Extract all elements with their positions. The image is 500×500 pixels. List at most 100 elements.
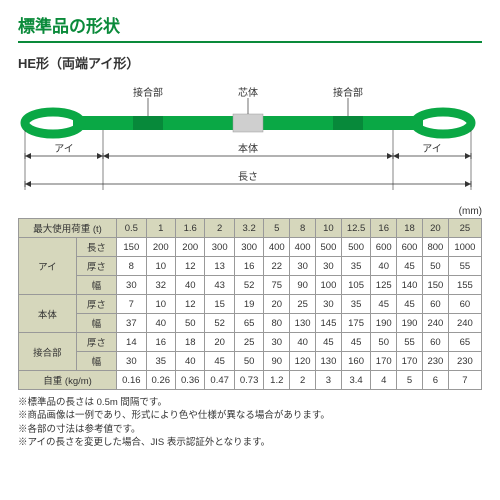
cell: 90 — [290, 276, 316, 295]
cell: 30 — [117, 352, 146, 371]
cell: 30 — [290, 257, 316, 276]
cell: 40 — [176, 276, 205, 295]
cell: 35 — [146, 352, 175, 371]
cell: 25 — [234, 333, 263, 352]
cell: 7 — [117, 295, 146, 314]
cell: 500 — [341, 238, 370, 257]
cell: 60 — [422, 295, 448, 314]
row-label: 幅 — [76, 276, 116, 295]
cell: 55 — [397, 333, 423, 352]
notes: ※標準品の長さは 0.5m 間隔です。※商品画像は一例であり、形式により色や仕様… — [18, 396, 482, 449]
cell: 30 — [117, 276, 146, 295]
page-title: 標準品の形状 — [18, 12, 482, 37]
svg-text:本体: 本体 — [238, 142, 258, 155]
cell: 50 — [371, 333, 397, 352]
cell: 230 — [448, 352, 481, 371]
cell: 45 — [397, 257, 423, 276]
row-group: アイ — [19, 238, 77, 295]
svg-text:芯体: 芯体 — [238, 86, 258, 99]
cell: 1000 — [448, 238, 481, 257]
cell: 52 — [234, 276, 263, 295]
row-label: 幅 — [76, 314, 116, 333]
cell: 43 — [205, 276, 234, 295]
cell: 0.36 — [176, 371, 205, 390]
cell: 150 — [422, 276, 448, 295]
cell: 40 — [176, 352, 205, 371]
cell: 45 — [205, 352, 234, 371]
col-header: 1 — [146, 219, 175, 238]
cell: 1.2 — [264, 371, 290, 390]
cell: 170 — [371, 352, 397, 371]
row-group: 接合部 — [19, 333, 77, 371]
cell: 19 — [234, 295, 263, 314]
cell: 600 — [371, 238, 397, 257]
col-header: 10 — [316, 219, 342, 238]
cell: 500 — [316, 238, 342, 257]
cell: 200 — [146, 238, 175, 257]
subtitle: HE形（両端アイ形） — [18, 53, 482, 72]
cell: 75 — [264, 276, 290, 295]
cell: 130 — [316, 352, 342, 371]
col-header: 25 — [448, 219, 481, 238]
cell: 0.73 — [234, 371, 263, 390]
cell: 3.4 — [341, 371, 370, 390]
cell: 7 — [448, 371, 481, 390]
cell: 190 — [371, 314, 397, 333]
svg-text:接合部: 接合部 — [133, 86, 163, 99]
cell: 240 — [422, 314, 448, 333]
cell: 22 — [264, 257, 290, 276]
spec-table: 最大使用荷重 (t)0.511.623.2581012.516182025 アイ… — [18, 218, 482, 390]
cell: 160 — [341, 352, 370, 371]
svg-text:接合部: 接合部 — [333, 86, 363, 99]
col-header: 3.2 — [234, 219, 263, 238]
cell: 120 — [290, 352, 316, 371]
cell: 5 — [397, 371, 423, 390]
cell: 20 — [264, 295, 290, 314]
col-header: 20 — [422, 219, 448, 238]
cell: 90 — [264, 352, 290, 371]
cell: 100 — [316, 276, 342, 295]
cell: 14 — [117, 333, 146, 352]
cell: 6 — [422, 371, 448, 390]
cell: 400 — [290, 238, 316, 257]
cell: 190 — [397, 314, 423, 333]
svg-text:アイ: アイ — [422, 144, 442, 155]
cell: 25 — [290, 295, 316, 314]
cell: 12 — [176, 295, 205, 314]
unit-label: (mm) — [18, 206, 482, 217]
cell: 45 — [341, 333, 370, 352]
cell: 80 — [264, 314, 290, 333]
sling-diagram: 接合部芯体接合部アイ本体アイ長さ — [18, 78, 478, 203]
cell: 45 — [371, 295, 397, 314]
cell: 10 — [146, 295, 175, 314]
cell: 240 — [448, 314, 481, 333]
col-header: 12.5 — [341, 219, 370, 238]
cell: 140 — [397, 276, 423, 295]
cell: 300 — [205, 238, 234, 257]
row-group: 本体 — [19, 295, 77, 333]
cell: 60 — [448, 295, 481, 314]
cell: 175 — [341, 314, 370, 333]
cell: 3 — [316, 371, 342, 390]
cell: 130 — [290, 314, 316, 333]
row-label: 厚さ — [76, 295, 116, 314]
cell: 40 — [146, 314, 175, 333]
cell: 13 — [205, 257, 234, 276]
cell: 12 — [176, 257, 205, 276]
cell: 65 — [448, 333, 481, 352]
row-label: 長さ — [76, 238, 116, 257]
cell: 37 — [117, 314, 146, 333]
col-header: 1.6 — [176, 219, 205, 238]
cell: 125 — [371, 276, 397, 295]
svg-text:アイ: アイ — [54, 144, 74, 155]
cell: 0.16 — [117, 371, 146, 390]
cell: 40 — [371, 257, 397, 276]
cell: 30 — [316, 257, 342, 276]
cell: 200 — [176, 238, 205, 257]
cell: 20 — [205, 333, 234, 352]
cell: 32 — [146, 276, 175, 295]
cell: 30 — [316, 295, 342, 314]
note-line: ※各部の寸法は参考値です。 — [18, 423, 482, 436]
cell: 400 — [264, 238, 290, 257]
cell: 8 — [117, 257, 146, 276]
